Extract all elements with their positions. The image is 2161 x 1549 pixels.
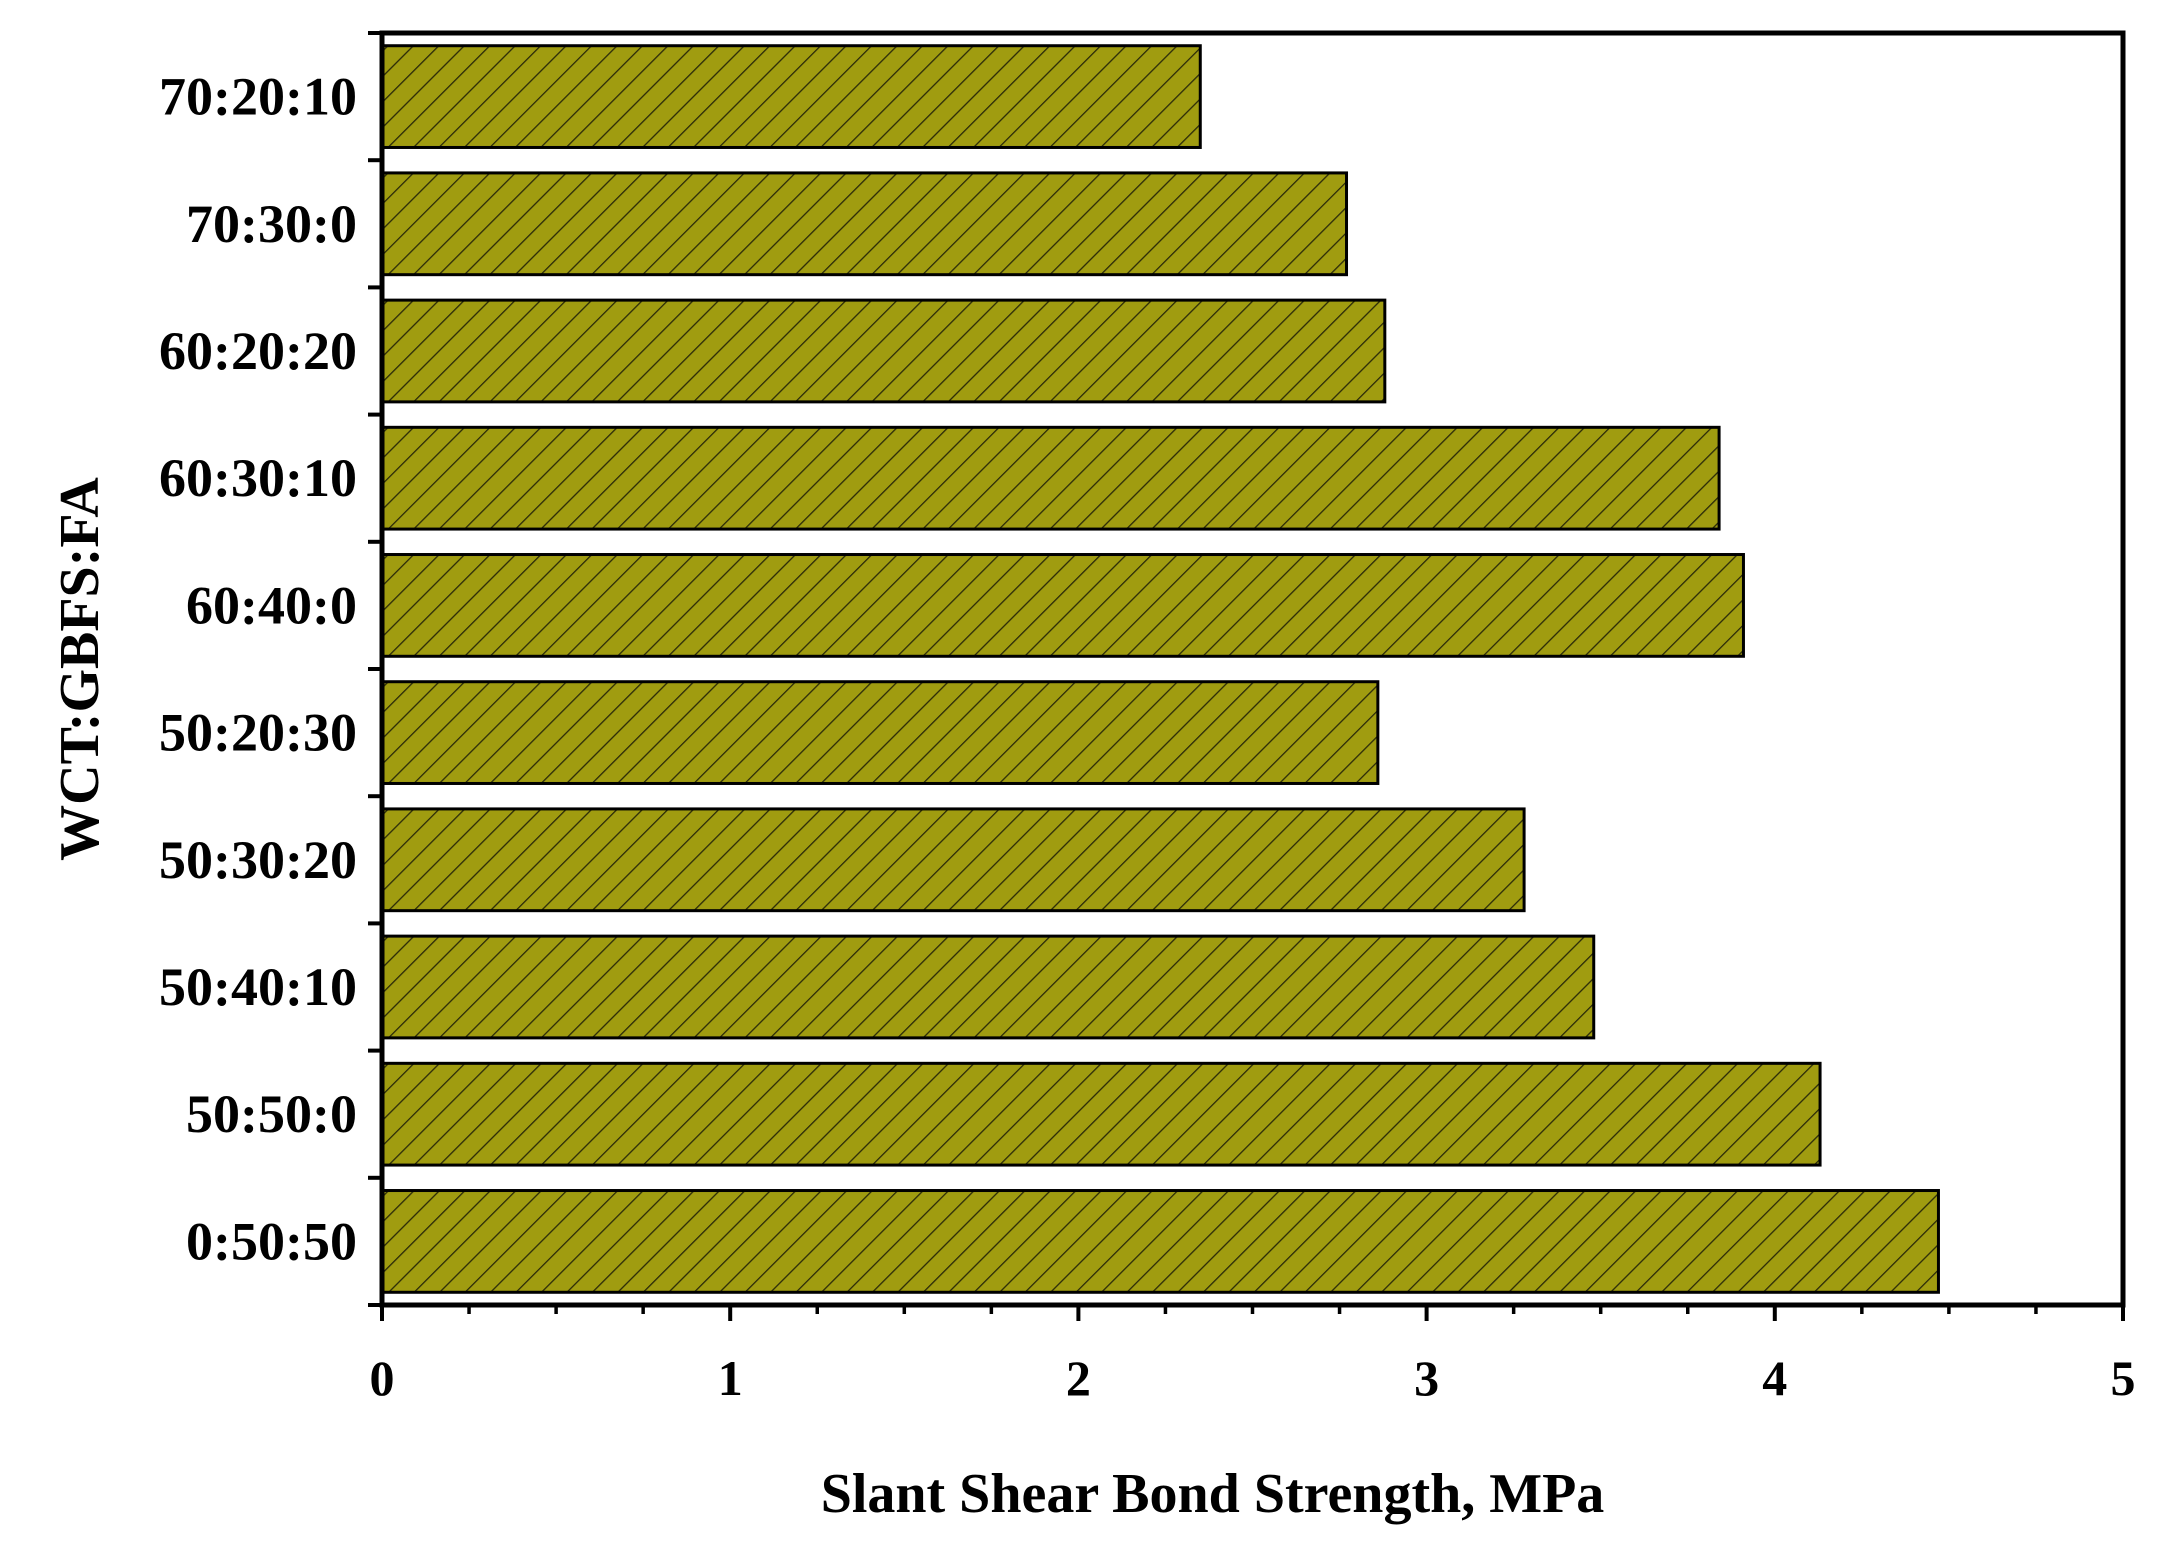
ticks-layer	[368, 31, 2125, 1321]
bars-layer	[380, 44, 1940, 1294]
bar	[380, 171, 1349, 277]
bar	[380, 934, 1596, 1040]
y-tick-label: 60:30:10	[159, 448, 357, 508]
x-tick-label: 2	[1066, 1350, 1091, 1406]
bar	[380, 1061, 1822, 1167]
y-tick-label: 50:30:20	[159, 830, 357, 890]
bar	[380, 298, 1387, 404]
y-tick-label: 60:40:0	[186, 575, 357, 635]
y-tick-label: 50:50:0	[186, 1084, 357, 1144]
bar	[380, 44, 1202, 149]
y-tick-label: 50:20:30	[159, 703, 357, 763]
bar	[380, 807, 1526, 913]
y-tick-label: 0:50:50	[186, 1211, 357, 1271]
x-tick-label: 3	[1414, 1350, 1439, 1406]
x-tick-label: 1	[718, 1350, 743, 1406]
x-tick-label: 0	[370, 1350, 395, 1406]
x-tick-label: 4	[1762, 1350, 1787, 1406]
bar	[380, 1189, 1940, 1294]
x-tick-label: 5	[2111, 1350, 2136, 1406]
x-axis-title: Slant Shear Bond Strength, MPa	[821, 1463, 1605, 1525]
y-tick-label: 70:30:0	[186, 194, 357, 254]
y-tick-label: 60:20:20	[159, 321, 357, 381]
bar	[380, 553, 1745, 658]
y-tick-label: 70:20:10	[159, 67, 357, 127]
plot-frame	[379, 30, 2126, 1308]
bar	[380, 680, 1380, 785]
y-axis-title: WCT:GBFS:FA	[49, 477, 111, 861]
y-tick-label: 50:40:10	[159, 957, 357, 1017]
labels-layer: 70:20:1070:30:060:20:2060:30:1060:40:050…	[159, 67, 2135, 1406]
bar	[380, 425, 1721, 531]
